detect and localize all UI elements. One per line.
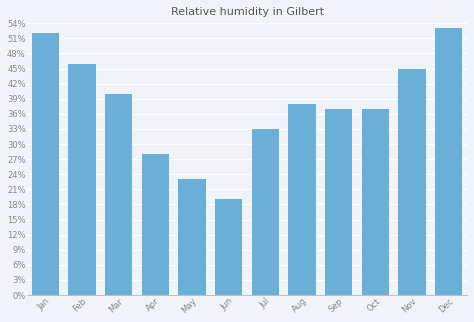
Bar (142, 154, 169, 295)
Bar (32, 33, 59, 295)
Bar (68, 63, 96, 295)
Bar (252, 129, 279, 295)
Bar (435, 28, 463, 295)
Bar (178, 179, 206, 295)
Bar (105, 94, 133, 295)
Bar (215, 199, 243, 295)
Bar (325, 109, 353, 295)
Title: Relative humidity in Gilbert: Relative humidity in Gilbert (171, 7, 324, 17)
Bar (398, 69, 426, 295)
Bar (362, 109, 389, 295)
Bar (288, 104, 316, 295)
